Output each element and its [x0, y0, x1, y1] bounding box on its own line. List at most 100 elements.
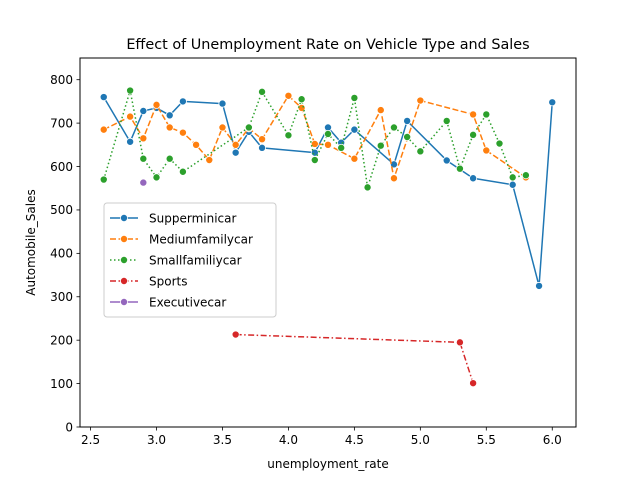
data-point-smallfamiliycar: [244, 123, 253, 132]
data-point-smallfamiliycar: [165, 154, 174, 163]
data-point-mediumfamilycar: [310, 139, 319, 148]
y-axis-label: Automobile_Sales: [24, 189, 38, 296]
x-axis: 2.5 3.0 3.5 4.0 4.5 5.0 5.5 6.0: [81, 427, 562, 447]
series-smallfamiliycar: [99, 86, 530, 192]
data-point-mediumfamilycar: [139, 134, 148, 143]
y-tick-label: 800: [50, 73, 73, 87]
legend-marker-supperminicar: [120, 213, 129, 222]
plot-series: [99, 86, 557, 388]
data-point-smallfamiliycar: [284, 131, 293, 140]
y-axis: 0 100 200 300 400 500 600 700 800: [50, 73, 80, 434]
legend-label-executivecar: Executivecar: [149, 295, 226, 309]
data-point-smallfamiliycar: [258, 87, 267, 96]
data-point-mediumfamilycar: [284, 91, 293, 100]
x-tick-label: 4.5: [345, 433, 364, 447]
data-point-mediumfamilycar: [389, 174, 398, 183]
y-tick-label: 300: [50, 290, 73, 304]
legend-label-smallfamiliycar: Smallfamiliycar: [149, 253, 242, 267]
data-point-smallfamiliycar: [363, 183, 372, 192]
data-point-smallfamiliycar: [521, 171, 530, 180]
data-point-supperminicar: [469, 174, 478, 183]
data-point-supperminicar: [258, 143, 267, 152]
x-tick-label: 5.0: [411, 433, 430, 447]
data-point-supperminicar: [99, 93, 108, 102]
data-point-mediumfamilycar: [126, 112, 135, 121]
data-point-sports: [455, 338, 464, 347]
data-point-smallfamiliycar: [416, 147, 425, 156]
y-tick-label: 600: [50, 160, 73, 174]
data-point-mediumfamilycar: [469, 110, 478, 119]
legend-label-sports: Sports: [149, 274, 187, 288]
series-line-smallfamiliycar: [103, 89, 526, 189]
data-point-supperminicar: [165, 111, 174, 120]
data-point-smallfamiliycar: [455, 164, 464, 173]
legend-label-mediumfamilycar: Mediumfamilycar: [149, 232, 253, 246]
data-point-mediumfamilycar: [323, 140, 332, 149]
y-tick-label: 700: [50, 116, 73, 130]
series-mediumfamilycar: [99, 91, 530, 183]
data-point-supperminicar: [350, 125, 359, 134]
y-tick-label: 400: [50, 247, 73, 261]
data-point-mediumfamilycar: [376, 106, 385, 115]
data-point-supperminicar: [231, 148, 240, 157]
legend-marker-mediumfamilycar: [120, 234, 129, 243]
data-point-smallfamiliycar: [323, 129, 332, 138]
chart-title: Effect of Unemployment Rate on Vehicle T…: [126, 37, 529, 53]
data-point-mediumfamilycar: [258, 135, 267, 144]
data-point-sports: [469, 379, 478, 388]
data-point-smallfamiliycar: [442, 116, 451, 125]
x-tick-label: 4.0: [279, 433, 298, 447]
data-point-supperminicar: [548, 98, 557, 107]
data-point-mediumfamilycar: [165, 123, 174, 132]
data-point-smallfamiliycar: [152, 173, 161, 182]
x-tick-label: 2.5: [81, 433, 100, 447]
series-sports: [231, 330, 478, 388]
data-point-supperminicar: [442, 156, 451, 165]
data-point-smallfamiliycar: [389, 123, 398, 132]
legend-marker-executivecar: [120, 297, 129, 306]
data-point-smallfamiliycar: [126, 86, 135, 95]
data-point-supperminicar: [178, 97, 187, 106]
legend-entries: Supperminicar Mediumfamilycar Smallfamiliy…: [110, 211, 253, 309]
x-tick-label: 6.0: [543, 433, 562, 447]
data-point-supperminicar: [139, 106, 148, 115]
legend-label-supperminicar: Supperminicar: [149, 211, 236, 225]
y-tick-label: 200: [50, 333, 73, 347]
x-tick-label: 5.5: [477, 433, 496, 447]
data-point-sports: [231, 330, 240, 339]
data-point-smallfamiliycar: [139, 154, 148, 163]
data-point-smallfamiliycar: [376, 141, 385, 150]
data-point-smallfamiliycar: [482, 110, 491, 119]
data-point-smallfamiliycar: [337, 143, 346, 152]
y-tick-label: 0: [65, 420, 73, 434]
data-point-smallfamiliycar: [403, 133, 412, 142]
data-point-smallfamiliycar: [99, 175, 108, 184]
series-executivecar: [139, 178, 148, 187]
data-point-mediumfamilycar: [178, 128, 187, 137]
data-point-smallfamiliycar: [495, 139, 504, 148]
data-point-smallfamiliycar: [469, 130, 478, 139]
data-point-smallfamiliycar: [350, 93, 359, 102]
y-tick-label: 500: [50, 203, 73, 217]
data-point-mediumfamilycar: [231, 140, 240, 149]
x-axis-label: unemployment_rate: [267, 457, 388, 471]
legend: Supperminicar Mediumfamilycar Smallfamiliy…: [103, 202, 277, 318]
data-point-supperminicar: [403, 116, 412, 125]
series-line-sports: [235, 333, 474, 384]
data-point-supperminicar: [389, 160, 398, 169]
data-point-mediumfamilycar: [152, 100, 161, 109]
data-point-mediumfamilycar: [482, 146, 491, 155]
legend-marker-smallfamiliycar: [120, 255, 129, 264]
y-tick-label: 100: [50, 377, 73, 391]
data-point-mediumfamilycar: [99, 125, 108, 134]
data-point-smallfamiliycar: [297, 95, 306, 104]
data-point-supperminicar: [535, 281, 544, 290]
data-point-supperminicar: [218, 99, 227, 108]
x-tick-label: 3.5: [213, 433, 232, 447]
plot-frame: [79, 57, 577, 428]
data-point-mediumfamilycar: [192, 140, 201, 149]
data-point-smallfamiliycar: [508, 173, 517, 182]
data-point-supperminicar: [508, 180, 517, 189]
legend-marker-sports: [120, 276, 129, 285]
